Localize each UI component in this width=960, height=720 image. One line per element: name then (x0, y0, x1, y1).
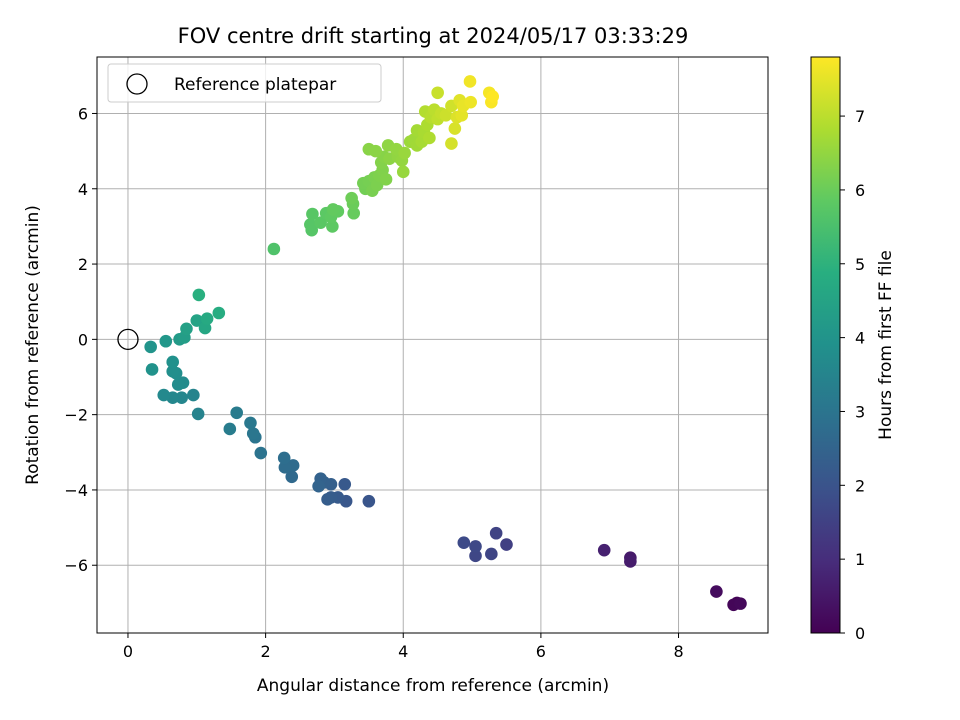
data-point (267, 242, 281, 256)
colorbar-tick-label: 7 (855, 107, 865, 126)
colorbar-tick-label: 6 (855, 181, 865, 200)
colorbar-tick-label: 0 (855, 624, 865, 643)
y-tick-label: −6 (64, 556, 88, 575)
data-point (144, 340, 157, 354)
y-tick-label: −2 (64, 406, 88, 425)
data-point (710, 585, 723, 598)
data-point (223, 422, 237, 436)
data-point (321, 493, 334, 506)
data-point (246, 427, 260, 440)
data-point (314, 216, 327, 229)
data-point (198, 321, 212, 335)
data-point (469, 549, 482, 563)
data-point (423, 131, 436, 145)
colorbar-ticks: 0 1 2 3 4 5 6 7 (840, 107, 865, 643)
data-point (347, 206, 361, 220)
data-point (159, 334, 173, 348)
x-axis-label: Angular distance from reference (arcmin) (257, 676, 609, 696)
data-point (200, 312, 214, 325)
y-tick-label: 4 (78, 180, 88, 199)
data-point (180, 322, 193, 336)
data-point (624, 555, 637, 568)
colorbar-tick-label: 2 (855, 476, 865, 495)
data-point (338, 477, 352, 491)
y-axis: −6 −4 −2 0 2 4 6 (64, 104, 97, 575)
data-point (455, 109, 469, 122)
data-point (398, 146, 411, 160)
data-point (166, 365, 180, 378)
colorbar-tick-label: 1 (855, 550, 865, 569)
data-point (175, 391, 188, 405)
y-tick-label: −4 (64, 481, 88, 500)
data-point (191, 407, 205, 421)
data-point (145, 363, 159, 376)
reference-marker-layer (117, 328, 139, 351)
colorbar: 0 1 2 3 4 5 6 7 Hours from first FF file (810, 56, 896, 643)
data-point (326, 203, 340, 216)
y-tick-label: 0 (78, 330, 88, 349)
data-point (445, 137, 458, 150)
data-point (277, 451, 291, 465)
legend-marker (126, 73, 148, 95)
data-point (486, 90, 500, 103)
data-point (157, 388, 171, 402)
data-point (345, 191, 358, 205)
x-tick-label: 2 (261, 642, 271, 661)
legend-box (107, 63, 382, 103)
x-tick-label: 4 (398, 642, 408, 661)
colorbar-tick-label: 4 (855, 329, 865, 348)
data-point (326, 220, 339, 233)
colorbar-gradient (810, 56, 841, 634)
colorbar-tick-label: 3 (855, 402, 865, 421)
colorbar-label: Hours from first FF file (876, 250, 896, 440)
legend: Reference platepar (107, 63, 382, 103)
data-point (597, 543, 611, 557)
data-point (431, 86, 444, 100)
colorbar-tick-label: 5 (855, 255, 865, 274)
x-tick-label: 8 (673, 642, 683, 661)
data-point (370, 178, 384, 192)
x-axis: 0 2 4 6 8 (123, 633, 684, 661)
data-point (244, 416, 257, 430)
data-point (485, 547, 498, 561)
data-point (396, 165, 410, 179)
data-point (463, 75, 477, 88)
data-point (464, 95, 477, 109)
data-point (448, 122, 462, 135)
plot-frame (96, 56, 769, 634)
reference-platepar-marker (117, 328, 139, 351)
data-point (306, 207, 319, 221)
y-tick-label: 6 (78, 104, 88, 123)
data-point (171, 378, 185, 391)
data-point (192, 288, 206, 302)
data-point (278, 461, 292, 474)
data-point (369, 144, 383, 158)
data-point (230, 406, 244, 420)
data-point (489, 526, 503, 540)
data-point (734, 597, 747, 610)
data-point (285, 470, 299, 484)
data-point (166, 355, 180, 369)
data-point (254, 446, 268, 460)
data-point (379, 173, 393, 186)
data-point (500, 538, 513, 551)
data-point (187, 388, 200, 402)
data-points (144, 75, 747, 612)
data-point (362, 494, 376, 508)
data-point (457, 536, 471, 549)
chart-title: FOV centre drift starting at 2024/05/17 … (178, 24, 689, 48)
x-tick-label: 0 (123, 642, 133, 661)
x-tick-label: 6 (536, 642, 546, 661)
data-point (190, 314, 204, 327)
data-point (212, 306, 226, 320)
data-point (439, 109, 453, 122)
y-axis-label: Rotation from reference (arcmin) (23, 205, 43, 485)
legend-entry-reference: Reference platepar (174, 75, 336, 95)
data-point (312, 479, 325, 493)
y-tick-label: 2 (78, 255, 88, 274)
data-point (469, 540, 482, 553)
data-point (304, 218, 317, 231)
